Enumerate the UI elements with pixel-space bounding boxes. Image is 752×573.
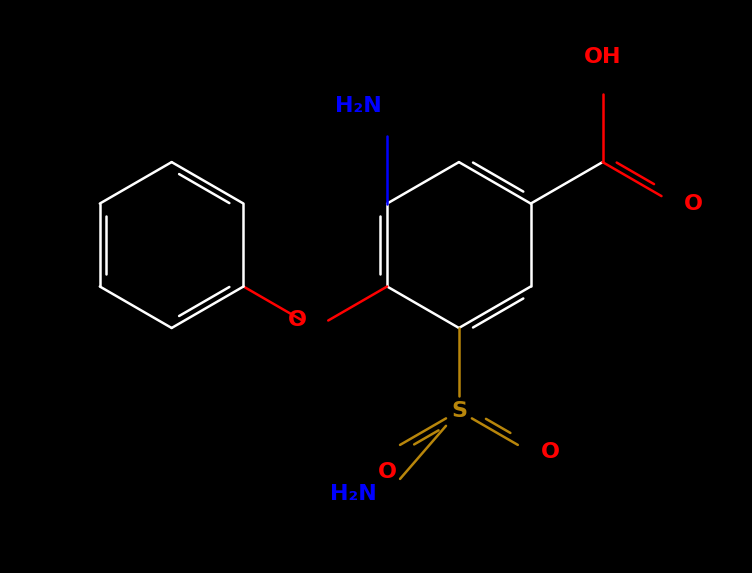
- Text: O: O: [541, 442, 559, 462]
- Text: O: O: [378, 462, 396, 482]
- Text: O: O: [684, 194, 703, 214]
- Text: OH: OH: [584, 47, 621, 66]
- Text: S: S: [451, 401, 467, 421]
- Text: H₂N: H₂N: [335, 96, 381, 116]
- Text: H₂N: H₂N: [330, 484, 378, 504]
- Text: O: O: [288, 309, 307, 329]
